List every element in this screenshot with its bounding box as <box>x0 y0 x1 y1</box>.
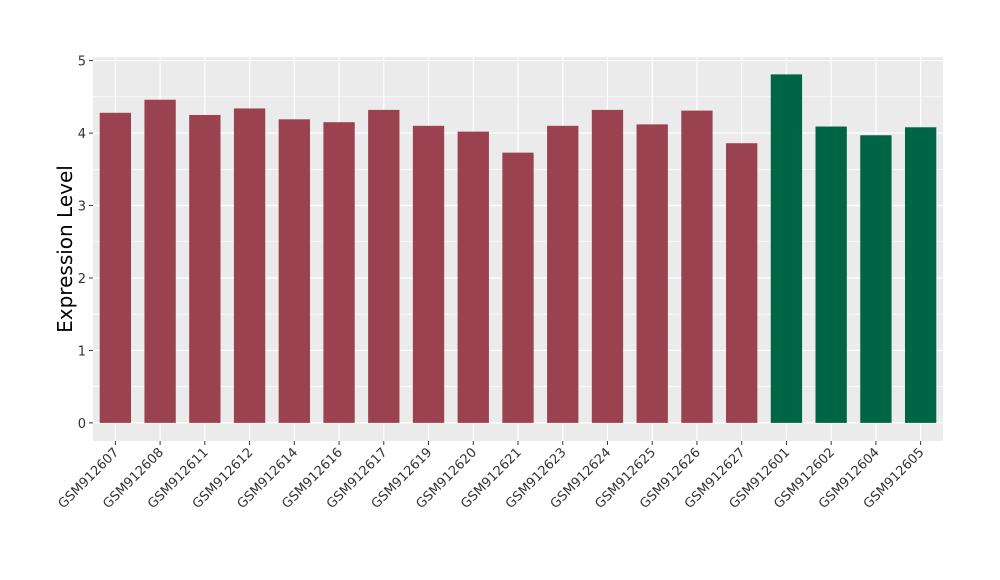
bar-GSM912607 <box>99 112 132 423</box>
bar-GSM912623 <box>547 125 579 423</box>
bar-GSM912601 <box>770 74 803 423</box>
bar-GSM912608 <box>144 99 176 423</box>
bar-GSM912611 <box>189 114 221 423</box>
bar-GSM912621 <box>502 152 534 423</box>
y-tick-label: 1 <box>78 344 86 359</box>
y-tick-label: 0 <box>78 417 86 432</box>
y-axis: 0 1 2 3 4 5 <box>78 55 93 432</box>
y-axis-title: Expression Level <box>53 165 77 333</box>
bar-GSM912614 <box>278 119 310 423</box>
bars <box>99 74 937 423</box>
y-tick-label: 2 <box>78 272 86 287</box>
bar-GSM912626 <box>681 110 713 423</box>
bar-GSM912605 <box>904 127 937 423</box>
y-tick-label: 5 <box>78 55 86 70</box>
y-tick-label: 3 <box>78 200 86 215</box>
bar-GSM912604 <box>860 135 892 423</box>
bar-GSM912625 <box>636 124 668 423</box>
bar-GSM912619 <box>412 125 445 423</box>
bar-GSM912627 <box>726 143 758 423</box>
x-axis: GSM912607GSM912608GSM912611GSM912612GSM9… <box>56 441 927 512</box>
y-tick-label: 4 <box>78 127 86 142</box>
bar-GSM912624 <box>591 109 624 423</box>
bar-GSM912612 <box>233 108 266 423</box>
bar-GSM912616 <box>323 122 355 423</box>
bar-GSM912617 <box>368 109 400 423</box>
bar-GSM912620 <box>457 131 489 423</box>
bar-GSM912602 <box>815 126 847 423</box>
